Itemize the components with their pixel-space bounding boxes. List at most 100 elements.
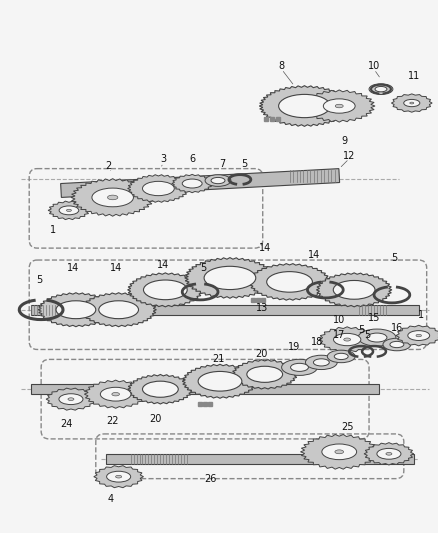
Text: 1: 1 — [417, 310, 423, 320]
Ellipse shape — [323, 99, 354, 113]
Ellipse shape — [92, 188, 133, 207]
Ellipse shape — [403, 100, 419, 107]
Ellipse shape — [281, 359, 317, 375]
Ellipse shape — [334, 450, 343, 454]
Ellipse shape — [376, 448, 400, 459]
Polygon shape — [48, 201, 90, 220]
Ellipse shape — [142, 181, 174, 196]
Ellipse shape — [59, 206, 78, 215]
Polygon shape — [300, 434, 377, 469]
Ellipse shape — [204, 266, 255, 289]
Text: 5: 5 — [390, 253, 396, 263]
Text: 26: 26 — [203, 474, 216, 483]
Text: 5: 5 — [36, 275, 42, 285]
Text: 21: 21 — [212, 354, 224, 365]
Ellipse shape — [407, 330, 429, 341]
Ellipse shape — [68, 398, 74, 400]
Ellipse shape — [100, 387, 131, 401]
Ellipse shape — [211, 177, 224, 184]
Text: 24: 24 — [60, 419, 72, 429]
Ellipse shape — [198, 372, 241, 391]
Ellipse shape — [112, 392, 119, 396]
Ellipse shape — [357, 329, 395, 346]
Text: 4: 4 — [107, 494, 113, 504]
Polygon shape — [363, 442, 413, 465]
Text: 14: 14 — [258, 243, 270, 253]
Text: 12: 12 — [342, 151, 354, 161]
Polygon shape — [231, 360, 297, 389]
Ellipse shape — [409, 102, 413, 104]
Ellipse shape — [56, 301, 95, 319]
Ellipse shape — [385, 453, 391, 455]
Polygon shape — [395, 325, 438, 346]
Text: 16: 16 — [390, 322, 402, 333]
Ellipse shape — [66, 209, 71, 212]
Text: 5: 5 — [240, 159, 247, 168]
Ellipse shape — [182, 179, 201, 188]
Ellipse shape — [142, 381, 178, 397]
Text: 6: 6 — [189, 154, 195, 164]
Ellipse shape — [321, 444, 356, 459]
Text: 1: 1 — [50, 225, 56, 235]
Text: 14: 14 — [157, 260, 169, 270]
Polygon shape — [60, 168, 339, 197]
Ellipse shape — [389, 341, 403, 348]
Polygon shape — [46, 388, 95, 410]
Ellipse shape — [106, 471, 131, 482]
Text: 5: 5 — [363, 329, 369, 340]
Text: 8: 8 — [278, 61, 284, 71]
Polygon shape — [31, 384, 378, 394]
Ellipse shape — [107, 195, 118, 200]
Ellipse shape — [115, 475, 121, 478]
Polygon shape — [259, 86, 349, 126]
Text: 10: 10 — [332, 314, 345, 325]
Polygon shape — [71, 179, 154, 216]
Ellipse shape — [374, 86, 386, 92]
Polygon shape — [84, 380, 147, 408]
Polygon shape — [106, 454, 413, 464]
Text: 14: 14 — [110, 263, 121, 273]
Ellipse shape — [59, 394, 83, 405]
Ellipse shape — [143, 280, 187, 300]
Ellipse shape — [246, 366, 282, 382]
Text: 19: 19 — [288, 343, 300, 352]
Polygon shape — [127, 175, 189, 203]
Text: 5: 5 — [357, 325, 364, 335]
Ellipse shape — [205, 175, 230, 187]
Ellipse shape — [333, 333, 360, 346]
Text: 17: 17 — [332, 329, 345, 340]
Ellipse shape — [366, 333, 386, 342]
Text: 10: 10 — [367, 61, 379, 71]
Polygon shape — [38, 293, 113, 327]
Text: 20: 20 — [255, 350, 267, 359]
Polygon shape — [31, 305, 418, 314]
Ellipse shape — [335, 104, 343, 108]
Polygon shape — [81, 293, 156, 327]
Text: 7: 7 — [219, 159, 225, 168]
Text: 13: 13 — [255, 303, 267, 313]
Text: 25: 25 — [340, 422, 353, 432]
Text: 14: 14 — [67, 263, 79, 273]
Ellipse shape — [382, 338, 410, 351]
Polygon shape — [182, 364, 257, 398]
Text: 18: 18 — [311, 336, 323, 346]
Text: 2: 2 — [106, 160, 112, 171]
Ellipse shape — [415, 334, 420, 337]
Polygon shape — [94, 466, 143, 488]
Ellipse shape — [332, 280, 374, 299]
Polygon shape — [184, 257, 275, 298]
Text: 9: 9 — [340, 136, 346, 146]
Polygon shape — [248, 264, 329, 300]
Polygon shape — [303, 90, 374, 122]
Ellipse shape — [290, 364, 308, 372]
Ellipse shape — [278, 94, 329, 118]
Text: 3: 3 — [160, 154, 166, 164]
Polygon shape — [318, 327, 374, 352]
Ellipse shape — [313, 359, 328, 366]
Text: 15: 15 — [367, 313, 379, 322]
Ellipse shape — [305, 355, 336, 369]
Text: 22: 22 — [106, 416, 119, 426]
Ellipse shape — [333, 353, 347, 360]
Polygon shape — [316, 273, 391, 307]
Polygon shape — [127, 273, 203, 307]
